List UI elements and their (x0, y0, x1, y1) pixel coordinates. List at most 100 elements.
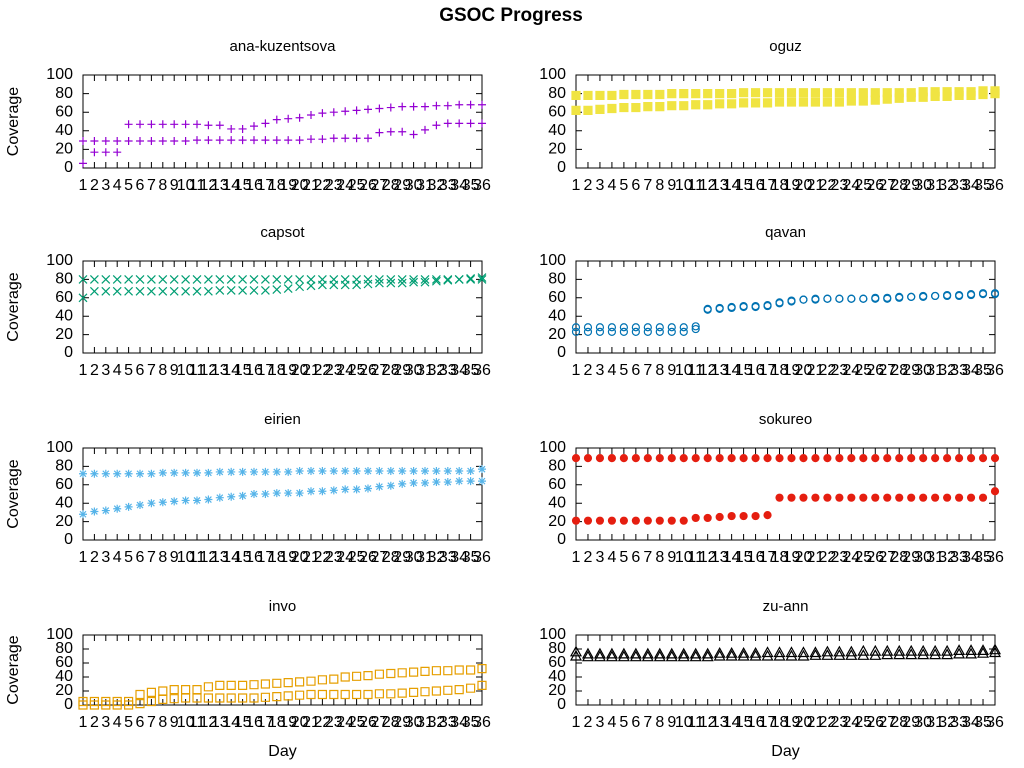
x-tick-label: 21 (302, 177, 320, 194)
y-tick-label: 40 (548, 668, 566, 685)
subplot-title: oguz (769, 38, 802, 55)
data-point (593, 650, 606, 662)
x-tick-label: 5 (619, 362, 628, 379)
data-point (146, 274, 156, 284)
x-tick-label: 7 (147, 362, 156, 379)
y-tick-label: 80 (548, 271, 566, 288)
y-tick-label: 100 (46, 439, 73, 456)
data-point (169, 694, 179, 704)
data-point (306, 274, 316, 284)
data-point (727, 511, 736, 521)
data-point (374, 278, 384, 288)
data-point (101, 286, 111, 296)
data-point (272, 115, 281, 124)
data-point (859, 493, 868, 502)
data-point (643, 516, 652, 525)
x-tick-label: 4 (113, 177, 122, 194)
x-tick-label: 10 (177, 714, 195, 731)
data-point (113, 504, 122, 513)
y-tick-label: 60 (55, 476, 73, 493)
data-point (763, 301, 772, 311)
data-point (751, 511, 760, 521)
x-tick-label: 30 (914, 549, 932, 566)
data-point (988, 643, 1002, 655)
y-tick-label: 60 (55, 103, 73, 120)
x-tick-label: 26 (866, 549, 884, 566)
x-tick-label: 13 (711, 549, 729, 566)
data-point (374, 274, 384, 284)
data-point (295, 489, 304, 498)
data-point (249, 286, 259, 295)
data-point (667, 323, 676, 332)
data-point (181, 274, 191, 284)
data-point (631, 102, 641, 113)
x-tick-label: 6 (631, 177, 640, 194)
data-point (954, 454, 964, 463)
data-point (703, 513, 712, 523)
data-point (798, 88, 809, 98)
data-point (715, 454, 724, 463)
x-tick-label: 32 (938, 177, 956, 194)
data-point (398, 479, 407, 488)
x-tick-label: 21 (302, 549, 320, 566)
x-tick-label: 5 (124, 362, 133, 379)
x-tick-label: 5 (619, 177, 628, 194)
data-point (655, 102, 665, 112)
x-tick-label: 15 (735, 177, 753, 194)
data-point (847, 294, 856, 303)
data-point (679, 454, 688, 463)
data-point (895, 493, 904, 502)
data-point (455, 467, 464, 475)
x-tick-label: 33 (439, 714, 457, 731)
data-point (386, 274, 396, 284)
x-tick-label: 12 (200, 714, 218, 731)
data-point (883, 454, 892, 463)
data-point (466, 274, 476, 283)
data-point (930, 91, 940, 101)
x-tick-label: 16 (747, 177, 765, 194)
data-point (352, 689, 362, 700)
x-tick-label: 3 (595, 362, 604, 379)
data-point (261, 490, 270, 498)
data-point (739, 98, 749, 108)
x-tick-label: 19 (783, 362, 801, 379)
data-point (431, 666, 441, 676)
data-point (739, 511, 748, 521)
x-tick-label: 8 (655, 549, 664, 566)
data-point (306, 689, 316, 700)
data-point (90, 137, 99, 146)
x-tick-label: 17 (257, 177, 275, 194)
data-point (773, 646, 786, 658)
data-point (893, 648, 906, 660)
data-point (318, 467, 327, 475)
x-tick-label: 3 (101, 714, 110, 731)
x-tick-label: 2 (90, 714, 99, 731)
data-point (79, 469, 87, 478)
data-point (583, 323, 593, 332)
x-tick-label: 24 (336, 362, 354, 379)
data-point (870, 88, 880, 98)
data-point (124, 137, 133, 146)
data-point (89, 700, 99, 710)
data-point (881, 648, 894, 660)
data-point (953, 644, 966, 655)
data-point (89, 274, 99, 284)
x-tick-label: 7 (643, 549, 652, 566)
data-point (965, 647, 978, 659)
data-point (329, 689, 339, 700)
data-point (966, 290, 976, 300)
data-point (215, 493, 224, 502)
data-point (455, 119, 464, 128)
data-point (89, 286, 99, 296)
x-tick-label: 6 (631, 362, 640, 379)
x-tick-label: 12 (200, 177, 218, 194)
data-point (261, 119, 270, 128)
x-tick-label: 17 (257, 362, 275, 379)
x-tick-label: 9 (170, 714, 179, 731)
data-point (583, 90, 593, 101)
data-point (341, 467, 350, 475)
data-point (443, 274, 453, 284)
y-tick-label: 80 (548, 640, 566, 657)
data-point (691, 322, 700, 331)
data-point (786, 88, 797, 98)
